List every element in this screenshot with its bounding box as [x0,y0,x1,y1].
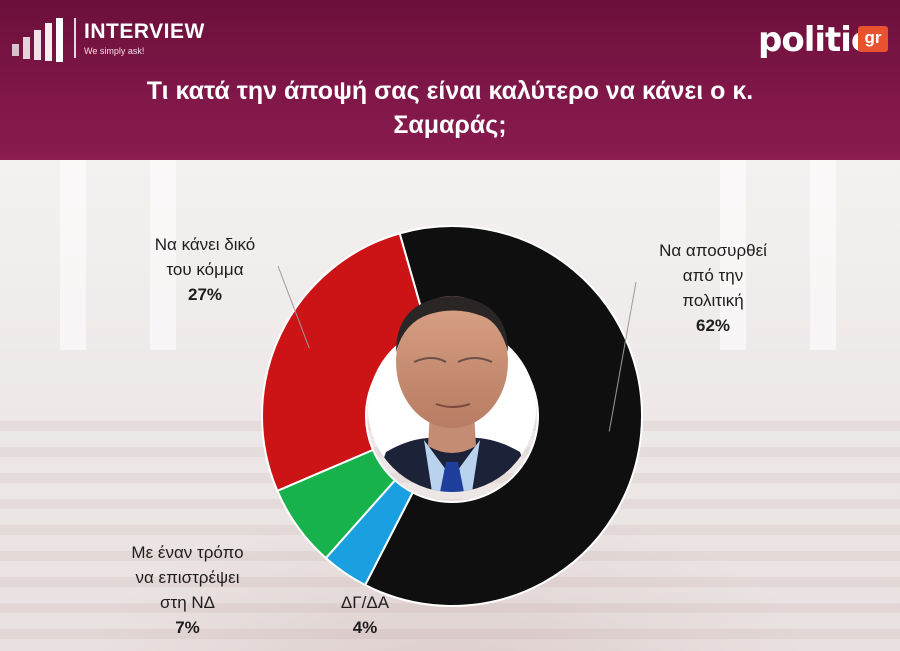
background-column [150,160,176,350]
bars-logo-icon [12,18,63,62]
slice-value-label: 62% [695,316,731,335]
slice-label-text: Με έναν τρόπο [131,543,244,562]
slice-own-party [261,232,430,493]
slice-value-label: 4% [352,618,378,637]
chart-title: Τι κατά την άποψή σας είναι καλύτερο να … [0,74,900,142]
slice-value-label: 7% [175,618,200,637]
slice-label-own-party: Να κάνει δικό του κόμμα 27% [110,232,300,307]
background-column [720,160,746,350]
slice-label-return-nd: Με έναν τρόπο να επιστρέψει στη ΝΔ 7% [100,540,275,640]
slice-label-text: πολιτική [682,291,744,310]
slice-label-dk-na: ΔΓ/ΔΑ 4% [300,590,430,640]
publisher-suffix-badge: gr [858,26,888,52]
leader-lines [277,265,637,432]
slice-label-text: ΔΓ/ΔΑ [340,593,390,612]
leader-line-withdraw [608,281,637,432]
logo-divider [74,18,76,58]
background-column [60,160,86,350]
brand-tagline: We simply ask! [84,46,145,56]
politic-logo: politic gr [758,18,888,60]
leader-line-own-party [277,265,310,349]
slice-label-text: από την [682,266,744,285]
publisher-word: politic [758,20,871,60]
title-line-1: Τι κατά την άποψή σας είναι καλύτερο να … [146,77,754,105]
portrait-photo [368,296,536,492]
slice-label-text: Να κάνει δικό [154,235,256,254]
slice-label-text: στη ΝΔ [159,593,216,612]
header-banner: INTERVIEW We simply ask! politic gr Τι κ… [0,0,900,160]
slice-value-label: 27% [187,285,223,304]
slice-label-text: να επιστρέψει [135,568,240,587]
slice-label-text: Να αποσυρθεί [659,241,767,260]
title-line-2: Σαμαράς; [393,111,507,139]
brand-name: INTERVIEW [84,20,205,43]
interview-logo: INTERVIEW We simply ask! [12,14,232,64]
slice-label-text: του κόμμα [166,260,244,279]
background-column [810,160,836,350]
slice-label-withdraw: Να αποσυρθεί από την πολιτική 62% [608,238,818,338]
